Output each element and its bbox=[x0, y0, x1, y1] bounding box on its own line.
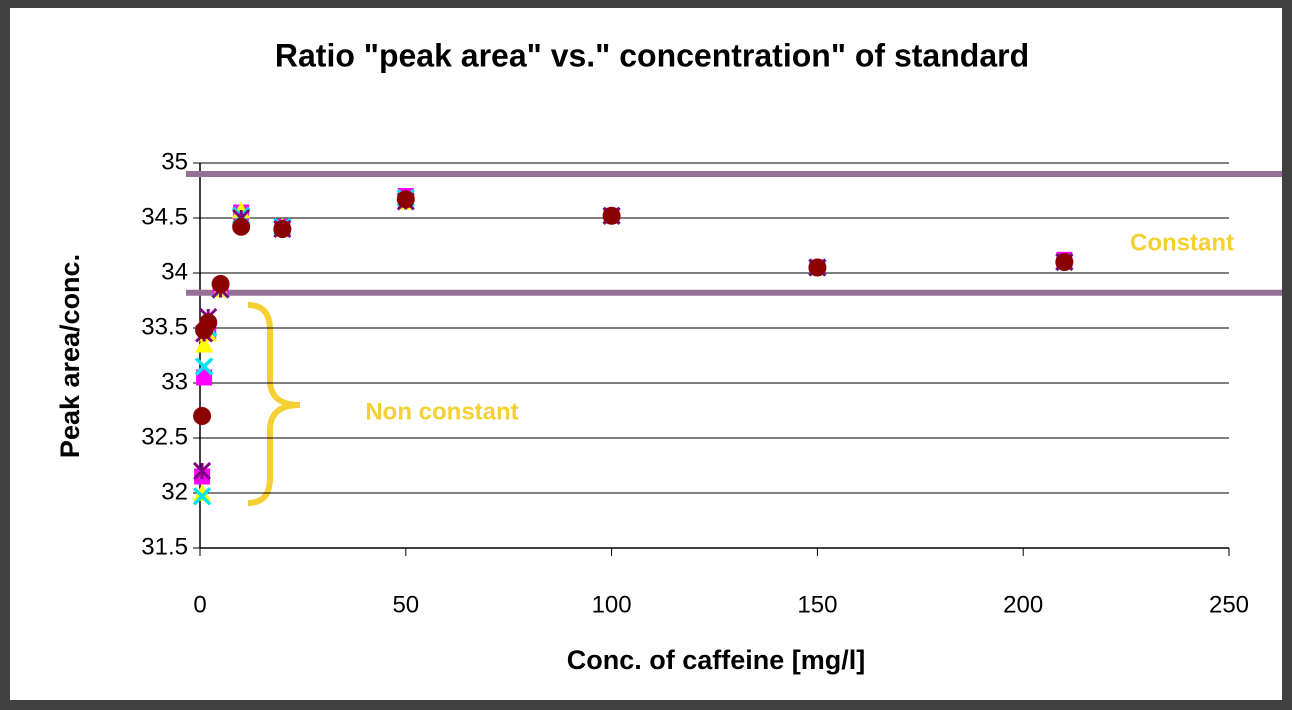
annotation: Non constant bbox=[365, 398, 518, 425]
annotation: Constant bbox=[1130, 229, 1234, 256]
marker bbox=[193, 484, 212, 501]
marker bbox=[193, 407, 212, 425]
y-tick-label: 33 bbox=[161, 368, 188, 395]
marker bbox=[1055, 253, 1074, 271]
marker bbox=[192, 487, 212, 506]
marker bbox=[199, 313, 218, 332]
y-tick-label: 31.5 bbox=[141, 533, 188, 560]
marker bbox=[602, 206, 621, 225]
x-tick-label: 100 bbox=[592, 591, 632, 618]
x-tick-label: 50 bbox=[392, 591, 419, 618]
marker bbox=[211, 275, 230, 293]
y-tick-label: 32.5 bbox=[141, 423, 188, 450]
marker bbox=[273, 220, 292, 238]
x-tick-label: 150 bbox=[797, 591, 837, 618]
y-tick-label: 32 bbox=[161, 478, 188, 505]
x-tick-label: 0 bbox=[193, 591, 206, 618]
y-tick-label: 33.5 bbox=[141, 313, 188, 340]
marker bbox=[194, 357, 214, 376]
x-axis-label: Conc. of caffeine [mg/l] bbox=[567, 645, 866, 675]
chart-title: Ratio "peak area" vs." concentration" of… bbox=[275, 37, 1029, 73]
marker bbox=[192, 461, 212, 481]
x-tick-label: 200 bbox=[1003, 591, 1043, 618]
marker bbox=[195, 335, 214, 353]
y-tick-label: 34 bbox=[161, 258, 188, 285]
brace bbox=[247, 302, 301, 506]
marker bbox=[232, 217, 251, 236]
marker bbox=[808, 258, 827, 277]
y-tick-label: 35 bbox=[161, 148, 188, 175]
marker bbox=[196, 369, 213, 386]
marker bbox=[396, 190, 415, 209]
x-tick-label: 250 bbox=[1209, 591, 1249, 618]
y-axis-label: Peak area/conc. bbox=[55, 254, 85, 458]
chart-background bbox=[10, 8, 1282, 700]
y-tick-label: 34.5 bbox=[141, 203, 188, 230]
